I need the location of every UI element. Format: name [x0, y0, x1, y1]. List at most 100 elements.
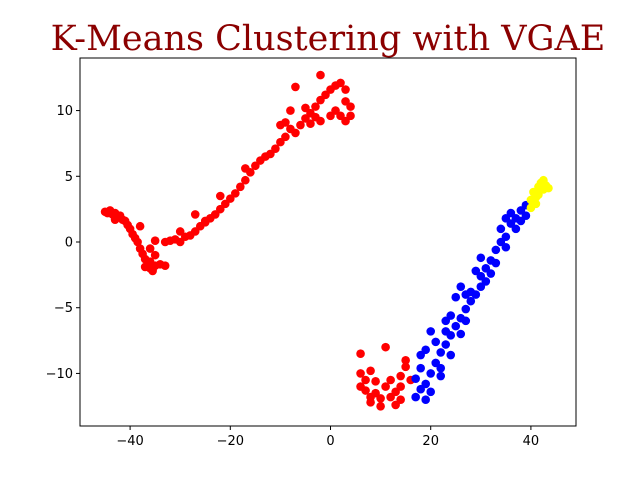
data-point: [436, 363, 446, 373]
data-point: [511, 224, 521, 234]
data-point: [491, 258, 501, 268]
data-point: [451, 321, 461, 331]
data-point: [431, 337, 441, 347]
x-tick-label: −20: [217, 434, 244, 449]
data-point: [376, 394, 385, 403]
y-tick-label: −5: [54, 301, 73, 316]
data-points: [100, 70, 553, 411]
data-point: [336, 78, 345, 88]
data-point: [471, 266, 481, 276]
data-point: [426, 369, 436, 378]
data-point: [381, 382, 390, 391]
data-point: [481, 277, 491, 286]
data-point: [276, 120, 285, 130]
data-point: [381, 342, 390, 352]
data-point: [461, 316, 471, 326]
x-tick-label: 40: [523, 434, 540, 449]
y-tick-label: 0: [65, 236, 73, 251]
data-point: [316, 70, 325, 80]
data-point: [361, 386, 370, 395]
data-point: [361, 375, 370, 385]
data-point: [476, 253, 486, 263]
data-point: [371, 377, 380, 386]
data-point: [496, 224, 506, 234]
data-point: [346, 102, 355, 111]
data-point: [165, 236, 175, 245]
data-point: [451, 292, 461, 302]
y-tick-label: −10: [46, 367, 73, 382]
data-point: [200, 216, 210, 226]
data-point: [421, 379, 430, 389]
data-point: [301, 103, 310, 113]
data-point: [356, 369, 365, 378]
data-point: [311, 102, 320, 111]
data-point: [241, 175, 250, 185]
data-point: [456, 329, 466, 339]
data-point: [133, 237, 142, 247]
data-point: [236, 182, 245, 192]
data-point: [326, 111, 335, 121]
data-point: [341, 85, 350, 94]
data-point: [446, 350, 456, 360]
data-point: [110, 215, 120, 224]
data-point: [311, 112, 320, 122]
data-point: [150, 250, 160, 260]
data-point: [281, 132, 290, 142]
data-point: [215, 191, 225, 201]
data-point: [231, 189, 240, 198]
data-point: [426, 327, 436, 336]
x-tick-label: 0: [326, 434, 334, 449]
data-point: [539, 185, 548, 194]
x-tick-label: −40: [116, 434, 143, 449]
data-point: [461, 304, 471, 314]
data-point: [529, 198, 538, 207]
data-point: [296, 120, 305, 130]
data-point: [150, 236, 160, 245]
data-point: [411, 374, 420, 383]
data-point: [436, 348, 446, 357]
data-point: [271, 144, 280, 153]
data-point: [521, 211, 531, 221]
data-point: [356, 349, 365, 359]
data-point: [366, 398, 375, 407]
data-point: [396, 395, 405, 405]
data-point: [306, 119, 315, 129]
data-point: [416, 363, 425, 373]
data-point: [466, 296, 476, 306]
data-point: [386, 375, 395, 385]
data-point: [421, 395, 430, 405]
data-point: [441, 316, 451, 326]
y-tick-label: 5: [65, 170, 73, 185]
data-point: [135, 221, 145, 231]
x-tick-label: 20: [422, 434, 439, 449]
data-point: [411, 392, 420, 402]
data-point: [160, 261, 170, 270]
data-point: [421, 345, 430, 355]
data-point: [441, 340, 451, 349]
data-point: [501, 242, 511, 252]
data-point: [486, 269, 496, 278]
data-point: [471, 290, 481, 299]
data-point: [291, 128, 300, 138]
data-point: [501, 214, 511, 223]
data-point: [426, 387, 436, 397]
data-point: [401, 355, 410, 365]
data-point: [286, 106, 295, 115]
data-point: [436, 371, 446, 381]
chart-title: K-Means Clustering with VGAE: [51, 19, 606, 59]
y-tick-label: 10: [56, 104, 73, 119]
data-point: [396, 371, 405, 381]
data-point: [401, 362, 410, 372]
data-point: [446, 331, 456, 340]
data-point: [456, 282, 466, 291]
data-point: [241, 164, 250, 173]
data-point: [190, 210, 200, 219]
data-point: [396, 382, 405, 391]
axes: −40 −20 0 20 40 −10 −5 0 5 10: [46, 104, 540, 449]
data-point: [501, 232, 511, 242]
data-point: [366, 366, 375, 376]
data-point: [175, 227, 185, 236]
data-point: [376, 401, 385, 411]
data-point: [461, 290, 471, 299]
